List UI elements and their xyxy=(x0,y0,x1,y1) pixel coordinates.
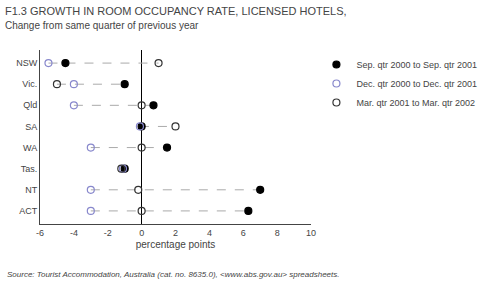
svg-text:4: 4 xyxy=(207,228,212,238)
svg-text:percentage points: percentage points xyxy=(136,239,216,250)
svg-text:Qld: Qld xyxy=(23,100,37,110)
svg-text:-4: -4 xyxy=(70,228,78,238)
svg-text:8: 8 xyxy=(275,228,280,238)
svg-text:10: 10 xyxy=(306,228,316,238)
svg-text:-6: -6 xyxy=(36,228,44,238)
svg-text:2: 2 xyxy=(173,228,178,238)
svg-text:Source: Tourist Accommodation,: Source: Tourist Accommodation, Australia… xyxy=(7,270,339,279)
svg-text:6: 6 xyxy=(241,228,246,238)
svg-text:NT: NT xyxy=(25,185,37,195)
svg-text:Sep. qtr 2000 to Sep. qtr 2001: Sep. qtr 2000 to Sep. qtr 2001 xyxy=(356,60,477,70)
svg-text:SA: SA xyxy=(25,122,37,132)
svg-text:Vic.: Vic. xyxy=(22,79,37,89)
svg-text:-2: -2 xyxy=(104,228,112,238)
svg-text:Tas.: Tas. xyxy=(21,164,38,174)
svg-text:ACT: ACT xyxy=(19,206,38,216)
svg-text:Dec. qtr 2000 to Dec. qtr 2001: Dec. qtr 2000 to Dec. qtr 2001 xyxy=(356,79,477,89)
svg-text:Mar. qtr 2001 to Mar. qtr 2002: Mar. qtr 2001 to Mar. qtr 2002 xyxy=(356,98,475,108)
svg-text:F1.3 GROWTH IN ROOM OCCUPANCY: F1.3 GROWTH IN ROOM OCCUPANCY RATE, LICE… xyxy=(5,5,347,31)
svg-text:0: 0 xyxy=(139,228,144,238)
svg-text:WA: WA xyxy=(23,143,37,153)
svg-text:NSW: NSW xyxy=(16,58,38,68)
